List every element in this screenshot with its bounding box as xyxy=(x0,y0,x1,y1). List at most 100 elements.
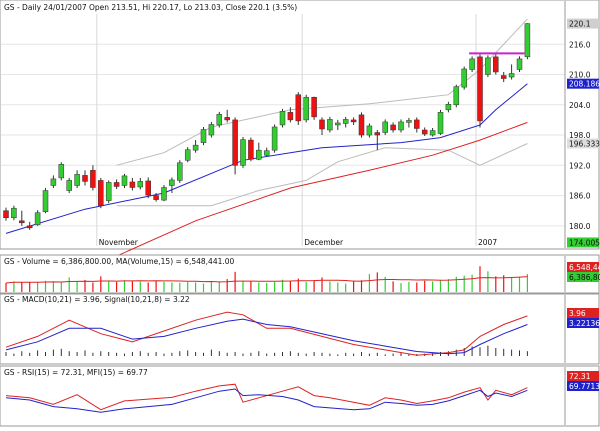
candle-body xyxy=(500,75,507,79)
candle-body xyxy=(327,119,333,131)
price-tick-label: 180.0 xyxy=(569,222,591,231)
candle-body xyxy=(493,56,499,73)
moving-average-short-line xyxy=(5,83,528,234)
volume-panel: GS - Volume = 6,386,800.00, MA(Volume,15… xyxy=(0,254,600,294)
candle-body xyxy=(216,114,223,126)
price-tick-label: 186.0 xyxy=(569,192,591,201)
volume-value-tag: 6,386,800 xyxy=(569,273,600,282)
candle-body xyxy=(232,119,238,166)
candle-body xyxy=(19,220,25,224)
candle-body xyxy=(153,195,159,200)
candle-body xyxy=(137,181,144,188)
candle-body xyxy=(121,175,128,186)
candle-body xyxy=(248,139,254,160)
candle-body xyxy=(461,68,467,88)
price-value-tag: 208.186 xyxy=(569,80,600,89)
candle-body xyxy=(445,104,452,111)
candle-body xyxy=(358,114,365,136)
volume-panel-frame xyxy=(0,254,600,294)
candle-body xyxy=(224,117,230,121)
rsi-panel-frame xyxy=(0,365,600,427)
candle-body xyxy=(192,144,199,151)
macd-value-tag-box xyxy=(567,308,599,318)
price-panel-frame xyxy=(0,0,600,250)
candle-body xyxy=(406,120,412,123)
candle-body xyxy=(42,190,49,212)
candle-body xyxy=(34,212,41,226)
candle-body xyxy=(200,129,207,143)
candle-body xyxy=(145,180,151,196)
candle-body xyxy=(177,162,183,181)
macd-line xyxy=(5,311,528,356)
price-tick-label: 210.0 xyxy=(569,71,591,80)
price-tick-label: 216.0 xyxy=(569,40,591,49)
price-value-tag: 220.1 xyxy=(569,20,591,29)
month-label: December xyxy=(304,238,344,247)
macd-signal-line xyxy=(5,318,528,355)
mfi-value-tag-box xyxy=(567,381,599,391)
candle-body xyxy=(129,181,136,188)
candle-body xyxy=(98,180,104,206)
macd-signal-tag: 3.22136 xyxy=(569,319,600,328)
candle-body xyxy=(271,126,278,151)
bollinger-upper-line xyxy=(116,18,528,166)
month-label: 2007 xyxy=(478,238,497,247)
candle-body xyxy=(3,210,9,219)
candle-body xyxy=(58,164,65,179)
candle-body xyxy=(26,225,33,229)
volume-ma-tag: 6,548,441 xyxy=(569,263,600,272)
candle-body xyxy=(113,182,120,187)
candle-body xyxy=(90,170,96,188)
candle-body xyxy=(366,125,373,136)
price-tick-label: 192.0 xyxy=(569,161,591,170)
candle-body xyxy=(319,119,325,130)
candle-body xyxy=(295,94,302,122)
volume-moving-average-line xyxy=(5,276,528,284)
price-tick-label: 204.0 xyxy=(569,101,591,110)
candle-body xyxy=(437,112,444,134)
price-value-tag-box xyxy=(567,78,599,89)
candle-body xyxy=(50,178,57,186)
price-panel: GS - Daily 24/01/2007 Open 213.51, Hi 22… xyxy=(0,0,600,257)
candle-body xyxy=(256,149,262,160)
price-panel-title: GS - Daily 24/01/2007 Open 213.51, Hi 22… xyxy=(4,3,297,12)
volume-panel-title: GS - Volume = 6,386,800.00, MA(Volume,15… xyxy=(4,257,235,266)
macd-panel-title: GS - MACD(10,21) = 3.96, Signal(10,21,8)… xyxy=(4,295,190,304)
candle-body xyxy=(485,57,491,75)
candle-body xyxy=(524,23,531,58)
candle-body xyxy=(477,56,483,122)
candle-body xyxy=(311,96,317,118)
candle-body xyxy=(263,150,270,156)
macd-value-tag: 3.96 xyxy=(569,309,586,318)
rsi-value-tag-box xyxy=(567,371,599,381)
mfi-line xyxy=(5,388,528,413)
moving-average-long-line xyxy=(116,121,528,257)
candle-body xyxy=(414,119,420,129)
candle-body xyxy=(208,124,215,136)
price-value-tag-box xyxy=(567,237,599,248)
candle-body xyxy=(279,111,286,126)
candle-body xyxy=(82,175,88,182)
price-tick-label: 198.0 xyxy=(569,131,591,140)
candle-body xyxy=(240,139,246,166)
price-value-tag-box xyxy=(567,138,599,149)
candle-body xyxy=(398,121,404,131)
candle-body xyxy=(390,124,396,131)
candle-body xyxy=(508,73,515,78)
price-value-tag-box xyxy=(567,18,599,29)
candle-body xyxy=(161,187,167,201)
volume-ma-tag-box xyxy=(567,262,599,272)
rsi-line xyxy=(5,383,528,411)
candle-body xyxy=(105,182,112,201)
rsi-panel: GS - RSI(15) = 72.31, MFI(15) = 69.77 72… xyxy=(0,365,600,427)
candle-body xyxy=(342,119,349,124)
candle-body xyxy=(169,179,175,186)
mfi-value-tag: 69.7713 xyxy=(569,382,600,391)
price-value-tag: 196.333 xyxy=(569,139,600,148)
price-value-tag: 174.005 xyxy=(569,238,600,247)
candle-body xyxy=(469,58,475,70)
candle-body xyxy=(335,122,341,126)
candle-body xyxy=(74,174,80,186)
